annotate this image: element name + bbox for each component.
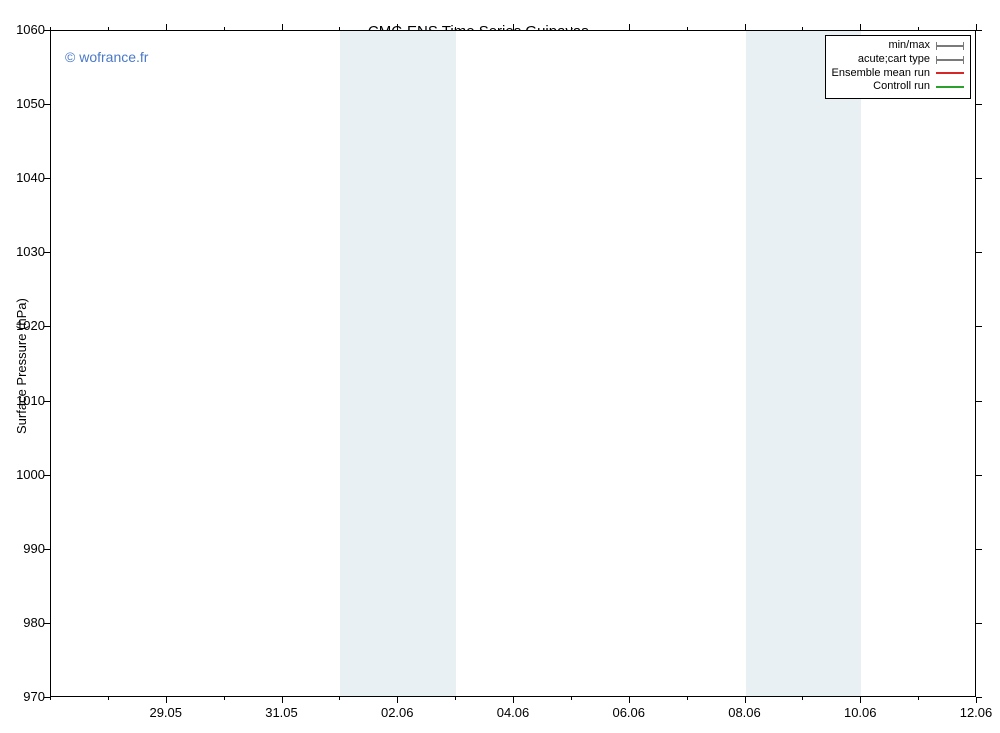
x-tick-mark [166,24,167,30]
x-minor-tick [108,27,109,30]
y-tick-label: 1020 [5,318,45,333]
x-minor-tick [802,697,803,700]
x-minor-tick [687,27,688,30]
y-tick-mark [976,326,982,327]
legend-label: Ensemble mean run [832,67,930,81]
x-tick-label: 31.05 [265,705,298,720]
x-tick-label: 29.05 [149,705,182,720]
y-tick-mark [976,178,982,179]
chart-container: CMC-ENS Time Series Guipavas lun. 27.05.… [0,0,1000,733]
legend-item: Controll run [832,80,964,94]
legend-label: Controll run [873,80,930,94]
x-tick-label: 02.06 [381,705,414,720]
y-tick-mark [976,549,982,550]
legend-item: min/max [832,39,964,53]
y-tick-mark [976,252,982,253]
x-minor-tick [224,697,225,700]
y-tick-label: 1050 [5,96,45,111]
y-tick-label: 1060 [5,22,45,37]
legend: min/maxacute;cart typeEnsemble mean runC… [825,35,971,99]
x-minor-tick [224,27,225,30]
x-tick-mark [976,24,977,30]
shaded-band [746,31,862,696]
watermark: © wofrance.fr [65,49,148,65]
x-minor-tick [50,697,51,700]
y-tick-mark [44,549,50,550]
x-tick-mark [397,24,398,30]
x-tick-mark [860,24,861,30]
y-tick-mark [44,252,50,253]
x-minor-tick [108,697,109,700]
legend-swatch [936,72,964,74]
x-minor-tick [339,697,340,700]
y-tick-mark [44,475,50,476]
y-tick-mark [44,104,50,105]
x-tick-label: 12.06 [960,705,993,720]
legend-swatch [936,45,964,47]
y-tick-label: 1030 [5,244,45,259]
legend-label: acute;cart type [858,53,930,67]
y-tick-mark [976,30,982,31]
x-minor-tick [802,27,803,30]
x-tick-mark [629,697,630,703]
legend-item: Ensemble mean run [832,67,964,81]
legend-item: acute;cart type [832,53,964,67]
x-minor-tick [571,697,572,700]
x-tick-label: 10.06 [844,705,877,720]
y-tick-mark [976,623,982,624]
y-tick-mark [976,104,982,105]
y-tick-label: 990 [5,541,45,556]
legend-swatch [936,59,964,61]
y-tick-mark [44,178,50,179]
x-minor-tick [918,27,919,30]
x-minor-tick [918,697,919,700]
y-tick-mark [44,401,50,402]
y-tick-label: 980 [5,615,45,630]
x-tick-mark [397,697,398,703]
x-tick-mark [513,697,514,703]
y-tick-label: 1000 [5,467,45,482]
shaded-band [340,31,456,696]
x-tick-mark [166,697,167,703]
x-minor-tick [339,27,340,30]
plot-area: © wofrance.fr min/maxacute;cart typeEnse… [50,30,976,697]
x-tick-mark [513,24,514,30]
y-tick-mark [44,623,50,624]
x-tick-mark [976,697,977,703]
x-minor-tick [455,697,456,700]
y-tick-mark [44,30,50,31]
x-tick-label: 08.06 [728,705,761,720]
y-tick-label: 970 [5,689,45,704]
y-tick-mark [44,326,50,327]
y-tick-mark [976,401,982,402]
x-minor-tick [687,697,688,700]
y-tick-label: 1040 [5,170,45,185]
x-tick-mark [860,697,861,703]
y-tick-label: 1010 [5,393,45,408]
y-tick-mark [976,475,982,476]
x-tick-label: 06.06 [612,705,645,720]
x-tick-mark [282,24,283,30]
x-tick-mark [745,24,746,30]
x-minor-tick [455,27,456,30]
legend-swatch [936,86,964,88]
legend-label: min/max [888,39,930,53]
x-tick-mark [745,697,746,703]
x-tick-mark [629,24,630,30]
x-tick-mark [282,697,283,703]
x-minor-tick [571,27,572,30]
x-minor-tick [50,27,51,30]
x-tick-label: 04.06 [497,705,530,720]
